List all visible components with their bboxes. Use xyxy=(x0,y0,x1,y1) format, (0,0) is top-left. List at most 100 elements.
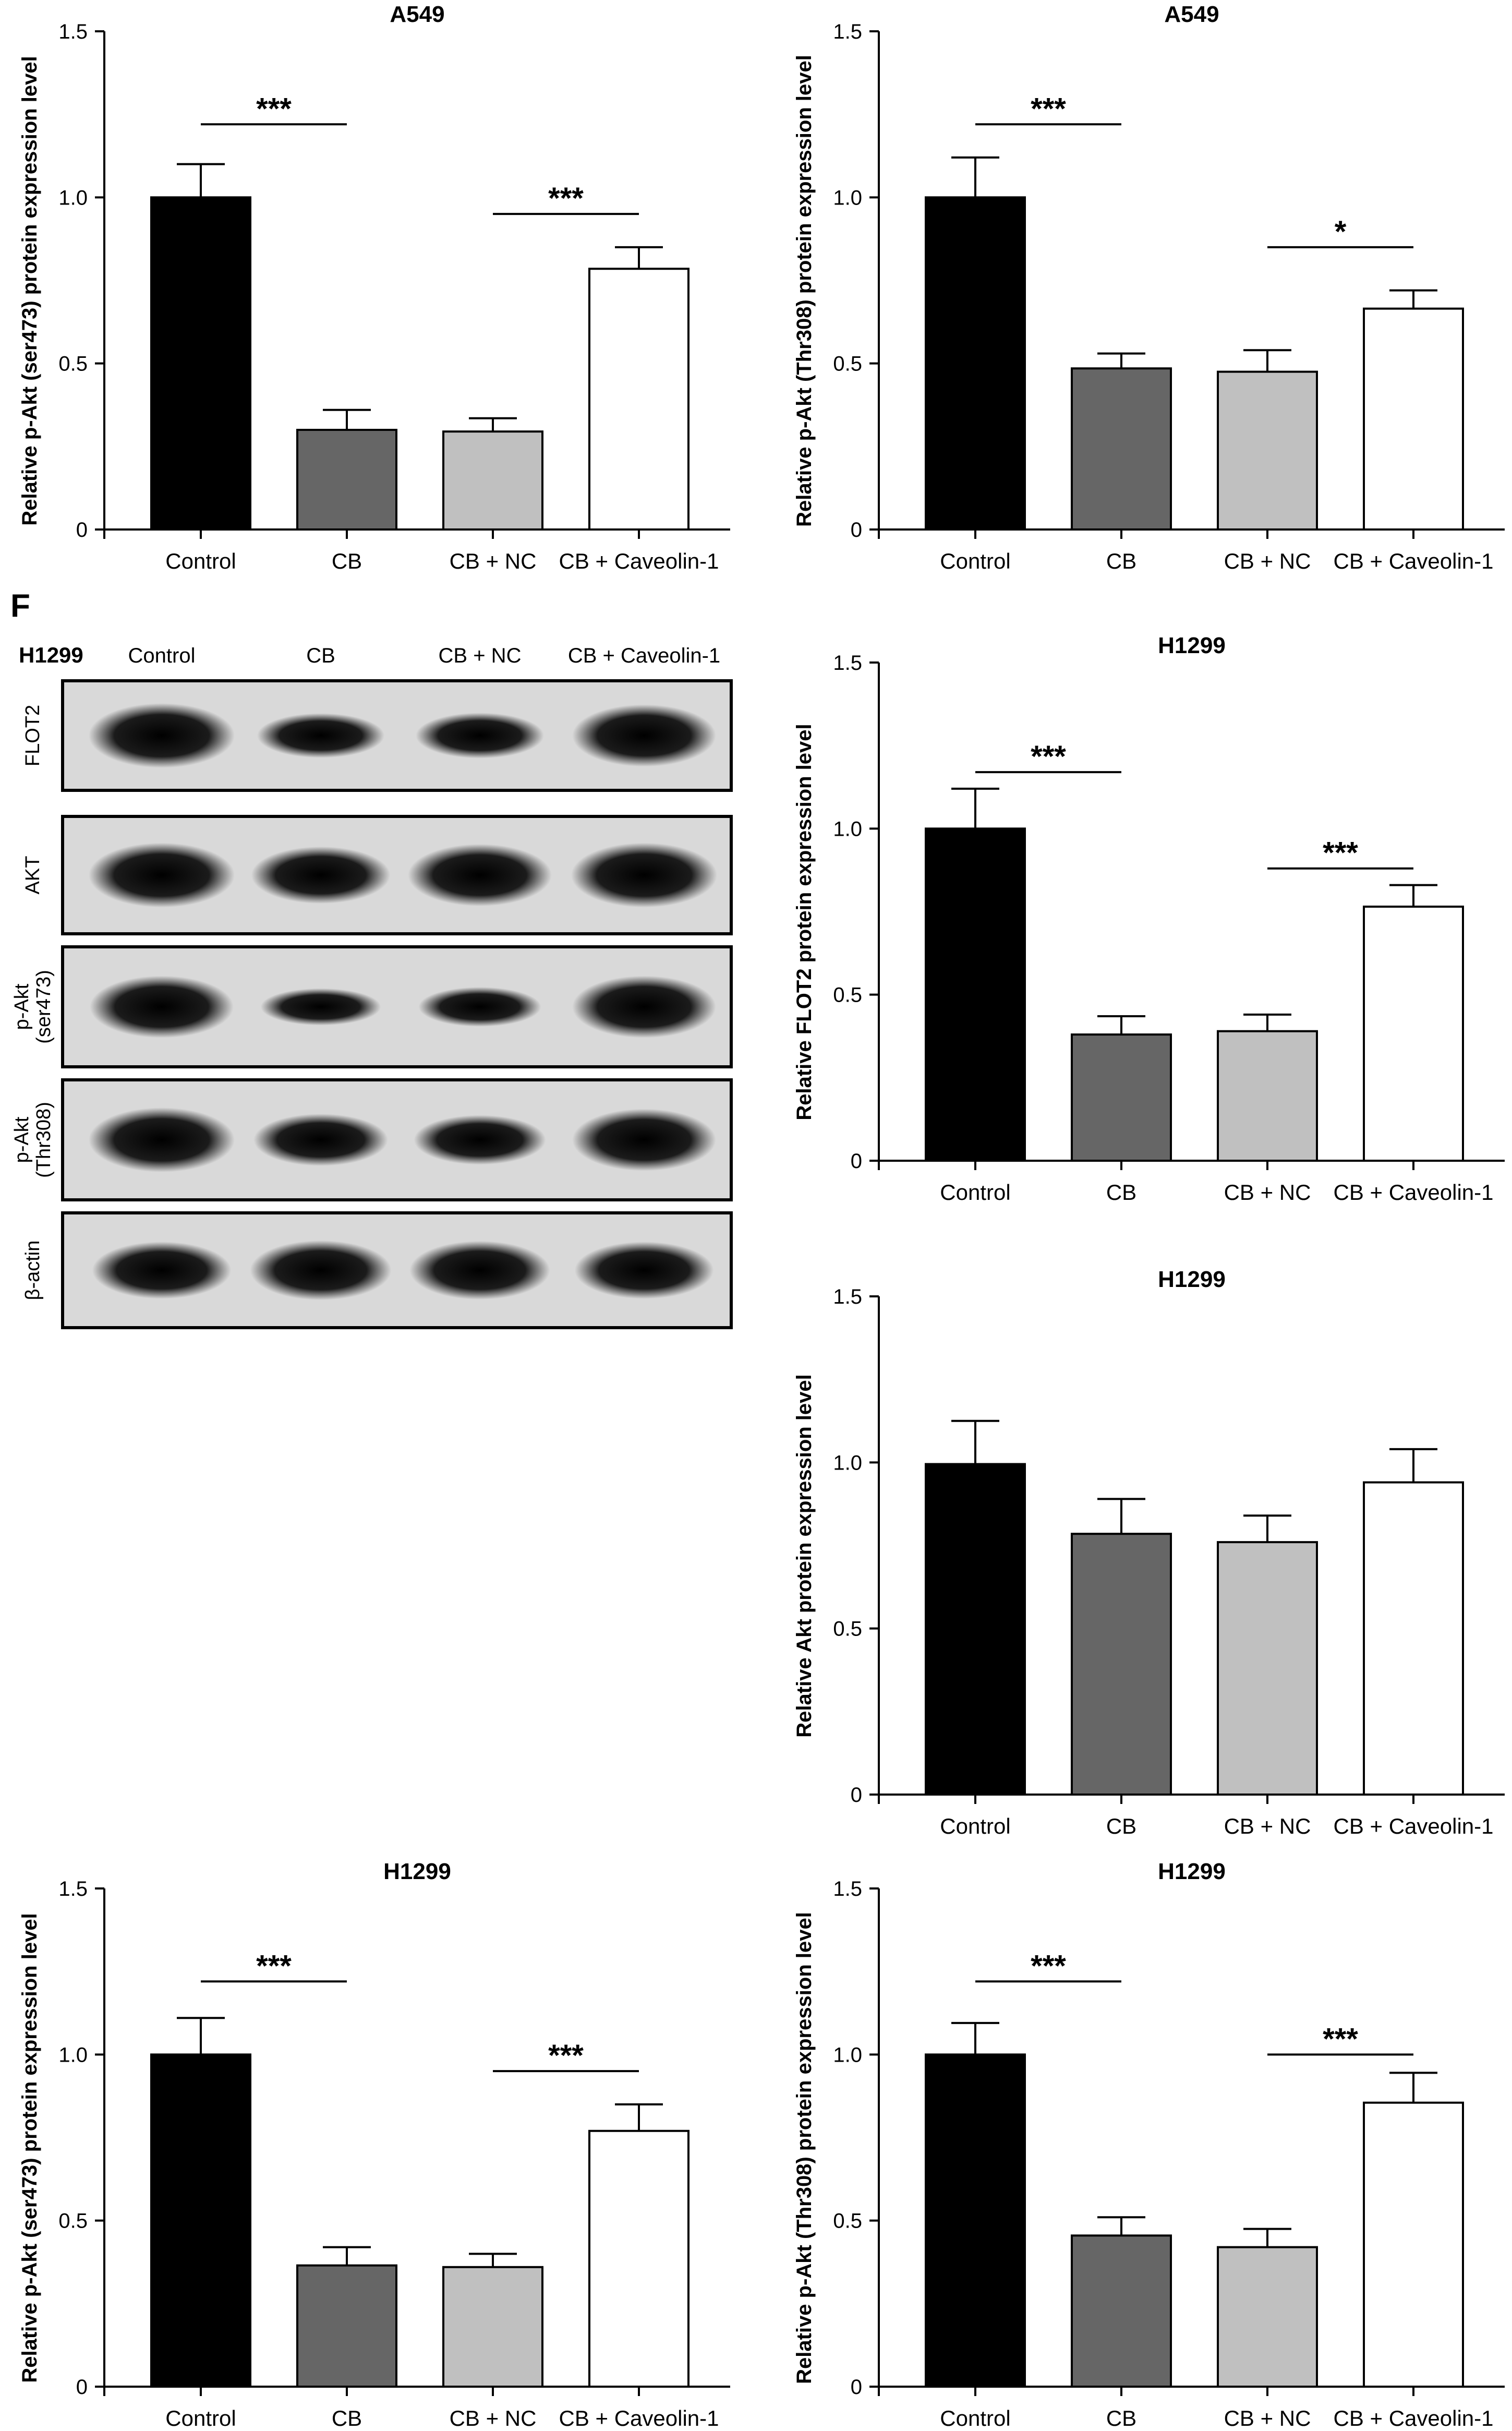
blot-row: p-Akt(ser473) xyxy=(11,945,733,1068)
x-tick-label: CB + NC xyxy=(450,549,537,573)
y-tick-label: 1.5 xyxy=(58,1878,88,1900)
x-tick-label: CB xyxy=(1106,1180,1136,1205)
x-tick-label: CB + Caveolin-1 xyxy=(1334,549,1494,573)
y-axis-label: Relative p-Akt (Thr308) protein expressi… xyxy=(793,55,816,527)
bar xyxy=(925,827,1026,1162)
y-axis-label: Relative Akt protein expression level xyxy=(793,1374,816,1738)
blot-band xyxy=(572,1109,716,1171)
chart-h1299-flot2: H1299 Relative FLOT2 protein expression l… xyxy=(793,633,1505,1205)
bar xyxy=(925,2053,1026,2388)
bar xyxy=(1363,2101,1464,2388)
blot-band xyxy=(414,1115,546,1165)
bar xyxy=(1217,370,1318,531)
x-tick-label: CB xyxy=(332,549,362,573)
y-tick-label: 0 xyxy=(851,1150,862,1173)
x-tick-label: CB + Caveolin-1 xyxy=(559,2406,719,2430)
y-tick-label: 1.5 xyxy=(833,1878,862,1900)
bar xyxy=(442,430,543,531)
y-tick-label: 0.5 xyxy=(833,2210,862,2233)
blot-row: p-Akt(Thr308) xyxy=(11,1078,733,1201)
bar xyxy=(1071,1533,1172,1796)
x-tick-label: CB xyxy=(1106,2406,1136,2430)
chart-h1299-p-akt-thr308: H1299 Relative p-Akt (Thr308) protein exp… xyxy=(793,1859,1505,2430)
bar xyxy=(588,268,690,531)
x-tick-label: CB + Caveolin-1 xyxy=(1334,1814,1494,1838)
bar xyxy=(1363,1481,1464,1796)
blot-band xyxy=(251,846,391,904)
significance-label: *** xyxy=(548,182,584,215)
bar xyxy=(1363,307,1464,531)
blot-lane-label: CB + Caveolin-1 xyxy=(568,644,720,667)
y-tick-label: 1.5 xyxy=(58,20,88,43)
blot-band xyxy=(572,704,716,767)
x-tick-label: Control xyxy=(940,1814,1010,1838)
significance-label: *** xyxy=(1031,1949,1066,1983)
blot-band xyxy=(260,988,381,1026)
bar xyxy=(925,196,1026,531)
blot-band xyxy=(574,1242,714,1299)
y-axis-label: Relative p-Akt (Thr308) protein expressi… xyxy=(793,1912,816,2384)
bar xyxy=(150,2053,251,2388)
x-tick-label: CB + NC xyxy=(1224,1180,1311,1205)
blot-band xyxy=(418,987,541,1027)
blot-row-label: FLOT2 xyxy=(22,705,44,766)
bar xyxy=(1217,2246,1318,2388)
blot-lane-label: Control xyxy=(128,644,196,667)
chart-title: H1299 xyxy=(1158,1267,1226,1292)
y-tick-label: 1.0 xyxy=(58,186,88,209)
x-tick-label: CB + Caveolin-1 xyxy=(1334,1180,1494,1205)
y-axis-label: Relative p-Akt (ser473) protein expressi… xyxy=(18,1913,41,2382)
bar xyxy=(588,2129,690,2388)
bar xyxy=(1217,1541,1318,1796)
y-axis-label: Relative FLOT2 protein expression level xyxy=(793,724,816,1120)
blot-band xyxy=(89,1108,235,1172)
y-tick-label: 0 xyxy=(76,2376,88,2399)
x-tick-label: CB xyxy=(1106,549,1136,573)
bar xyxy=(1217,1030,1318,1162)
y-tick-label: 0.5 xyxy=(833,1618,862,1641)
y-tick-label: 1.0 xyxy=(833,817,862,840)
x-tick-label: Control xyxy=(940,2406,1010,2430)
chart-title: A549 xyxy=(390,2,444,27)
chart-a549-p-akt-thr308: A549 Relative p-Akt (Thr308) protein expr… xyxy=(793,2,1505,573)
bar xyxy=(1071,367,1172,531)
significance-label: * xyxy=(1335,215,1347,249)
blot-band xyxy=(571,843,717,908)
blot-row-label: p-Akt(Thr308) xyxy=(11,1102,55,1178)
blot-band xyxy=(89,703,235,768)
y-tick-label: 1.0 xyxy=(833,1451,862,1474)
blot-row: β-actin xyxy=(22,1211,733,1329)
blot-band xyxy=(409,1241,550,1300)
y-tick-label: 0 xyxy=(851,1784,862,1807)
panel-letter: F xyxy=(10,588,30,624)
blot-lane-label: CB xyxy=(306,644,335,667)
bar xyxy=(442,2266,543,2388)
blot-cell-line: H1299 xyxy=(19,643,83,667)
y-tick-label: 1.0 xyxy=(58,2043,88,2066)
blot-band xyxy=(416,713,544,759)
chart-h1299-p-akt-ser473: H1299 Relative p-Akt (ser473) protein exp… xyxy=(18,1859,730,2430)
blot-row: AKT xyxy=(22,815,733,935)
significance-label: *** xyxy=(1323,2022,1358,2056)
blot-band xyxy=(250,1240,392,1301)
y-tick-label: 1.5 xyxy=(833,1285,862,1308)
bar xyxy=(296,2264,397,2388)
chart-title: H1299 xyxy=(1158,633,1226,658)
x-tick-label: CB + NC xyxy=(1224,1814,1311,1838)
bar xyxy=(1071,1033,1172,1162)
blot-lane-label: CB + NC xyxy=(439,644,522,667)
chart-title: H1299 xyxy=(1158,1859,1226,1884)
western-blot-panel: F H1299 Control CB CB + NC CB + Caveolin-1 … xyxy=(10,588,733,1329)
x-tick-label: CB xyxy=(332,2406,362,2430)
x-tick-label: Control xyxy=(940,1180,1010,1205)
significance-label: *** xyxy=(1031,92,1066,126)
y-tick-label: 0.5 xyxy=(833,353,862,376)
y-tick-label: 1.5 xyxy=(833,20,862,43)
blot-row-label: β-actin xyxy=(22,1241,44,1301)
bar xyxy=(1363,905,1464,1162)
x-tick-label: CB + Caveolin-1 xyxy=(559,549,719,573)
blot-band xyxy=(92,1242,232,1299)
blot-row-label: p-Akt(ser473) xyxy=(11,970,55,1044)
blot-band xyxy=(257,713,384,758)
